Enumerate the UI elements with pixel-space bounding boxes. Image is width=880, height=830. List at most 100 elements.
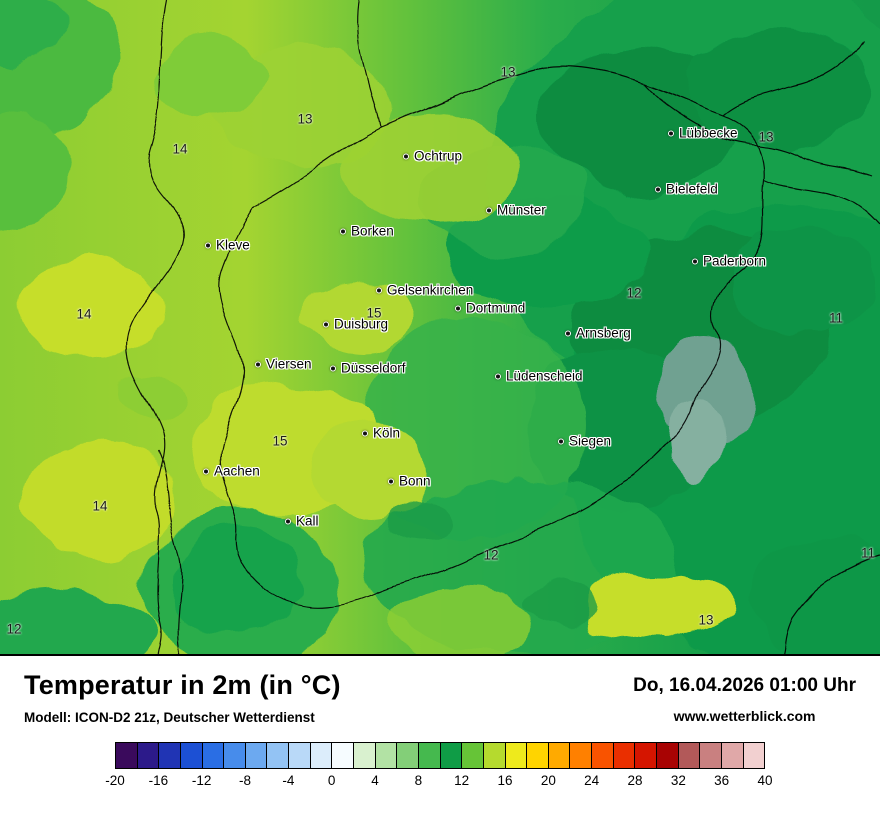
- model-info: Modell: ICON-D2 21z, Deutscher Wetterdie…: [24, 710, 315, 725]
- city-marker: Siegen: [558, 434, 611, 449]
- city-label: Dortmund: [466, 300, 526, 316]
- city-label: Gelsenkirchen: [387, 282, 474, 298]
- city-label: Lüdenscheid: [506, 368, 583, 384]
- colorbar-tick: 0: [327, 773, 336, 788]
- colorbar-cell: [289, 743, 311, 768]
- city-marker: Bonn: [388, 474, 431, 489]
- temperature-value-label: 12: [483, 547, 499, 563]
- colorbar-cell: [332, 743, 355, 768]
- city-label: Aachen: [214, 463, 260, 479]
- colorbar-cell: [224, 743, 246, 768]
- colorbar-tick: 40: [757, 773, 773, 788]
- city-dot: [255, 361, 261, 367]
- website-url: www.wetterblick.com: [673, 708, 816, 724]
- city-dot: [558, 438, 564, 444]
- city-label: Viersen: [266, 356, 312, 372]
- colorbar-cell: [721, 743, 744, 768]
- city-label: Paderborn: [703, 253, 767, 269]
- weather-map: Ochtrup Lübbecke Bielefeld Münster Borken Kle…: [0, 0, 880, 656]
- colorbar-cells: [115, 742, 765, 769]
- temperature-value-label: 13: [698, 612, 714, 628]
- colorbar-cell: [483, 743, 506, 768]
- city-label: Kall: [296, 513, 319, 529]
- colorbar-tick: 32: [670, 773, 686, 788]
- colorbar-cell: [635, 743, 658, 768]
- colorbar-cell: [267, 743, 290, 768]
- temperature-value-label: 13: [758, 129, 774, 145]
- colorbar-tick: -16: [148, 773, 169, 788]
- colorbar-cell: [592, 743, 614, 768]
- colorbar-tick: 20: [540, 773, 556, 788]
- colorbar-tick: 28: [627, 773, 643, 788]
- colorbar-cell: [613, 743, 636, 768]
- city-label: Düsseldorf: [341, 360, 406, 376]
- temperature-value-label: 11: [828, 310, 844, 326]
- page-title: Temperatur in 2m (in °C): [24, 670, 341, 700]
- colorbar-tick: -8: [238, 773, 252, 788]
- city-dot: [668, 130, 674, 136]
- city-label: Bielefeld: [666, 181, 718, 197]
- colorbar-cell: [527, 743, 549, 768]
- city-marker: Lübbecke: [668, 126, 738, 141]
- city-dot: [362, 430, 368, 436]
- forecast-datetime: Do, 16.04.2026 01:00 Uhr: [633, 675, 856, 696]
- city-label: Duisburg: [334, 316, 389, 332]
- city-marker: Aachen: [203, 464, 260, 479]
- colorbar-cell: [505, 743, 528, 768]
- city-dot: [655, 186, 661, 192]
- colorbar-tick: -12: [191, 773, 212, 788]
- colorbar-tick: -4: [282, 773, 295, 788]
- colorbar-cell: [202, 743, 225, 768]
- city-dot: [495, 373, 501, 379]
- city-dot: [565, 330, 571, 336]
- temperature-value-label: 14: [76, 306, 92, 322]
- colorbar-tick: 36: [714, 773, 730, 788]
- temperature-value-label: 13: [297, 111, 313, 127]
- city-label: Borken: [351, 223, 394, 239]
- colorbar-cell: [375, 743, 398, 768]
- colorbar-tick-labels: -20 -16 -12 -8 -4 0 4 8 12 16 20 24 28 32 36 40: [105, 773, 772, 793]
- city-marker: Bielefeld: [655, 182, 718, 197]
- city-dot: [403, 153, 409, 159]
- colorbar-cell: [678, 743, 701, 768]
- city-marker: Düsseldorf: [330, 361, 406, 376]
- colorbar-cell: [397, 743, 419, 768]
- colorbar-tick: 24: [584, 773, 600, 788]
- map-footer: Temperatur in 2m (in °C) Modell: ICON-D2…: [0, 656, 880, 828]
- colorbar-cell: [700, 743, 722, 768]
- city-marker: Kall: [285, 514, 319, 529]
- colorbar-cell: [657, 743, 679, 768]
- city-dot: [692, 258, 698, 264]
- colorbar-cell: [743, 743, 765, 768]
- city-marker: Duisburg: [323, 317, 388, 332]
- city-dot: [376, 287, 382, 293]
- temperature-value-label: 14: [172, 141, 188, 157]
- colorbar-cell: [462, 743, 484, 768]
- temperature-value-label: 14: [92, 498, 108, 514]
- city-label: Köln: [373, 425, 401, 441]
- city-label: Ochtrup: [414, 148, 463, 164]
- temperature-value-label: 11: [860, 545, 876, 561]
- city-marker: Köln: [362, 426, 400, 441]
- city-dot: [203, 468, 209, 474]
- colorbar-tick: -20: [105, 773, 125, 788]
- temperature-value-label: 15: [366, 305, 382, 321]
- temperature-value-label: 13: [500, 64, 516, 80]
- colorbar-cell: [159, 743, 181, 768]
- city-dot: [388, 478, 394, 484]
- city-marker: Kleve: [205, 238, 250, 253]
- colorbar-cell: [418, 743, 441, 768]
- city-dot: [205, 242, 211, 248]
- city-label: Siegen: [569, 433, 612, 449]
- city-label: Arnsberg: [576, 325, 631, 341]
- city-dot: [340, 228, 346, 234]
- city-label: Kleve: [216, 237, 250, 253]
- colorbar-tick: 4: [371, 773, 379, 788]
- city-marker: Ochtrup: [403, 149, 462, 164]
- city-marker: Dortmund: [455, 301, 525, 316]
- colorbar-cell: [440, 743, 463, 768]
- city-dot: [486, 207, 492, 213]
- city-label: Lübbecke: [679, 125, 738, 141]
- colorbar-cell: [180, 743, 203, 768]
- colorbar-cell: [310, 743, 333, 768]
